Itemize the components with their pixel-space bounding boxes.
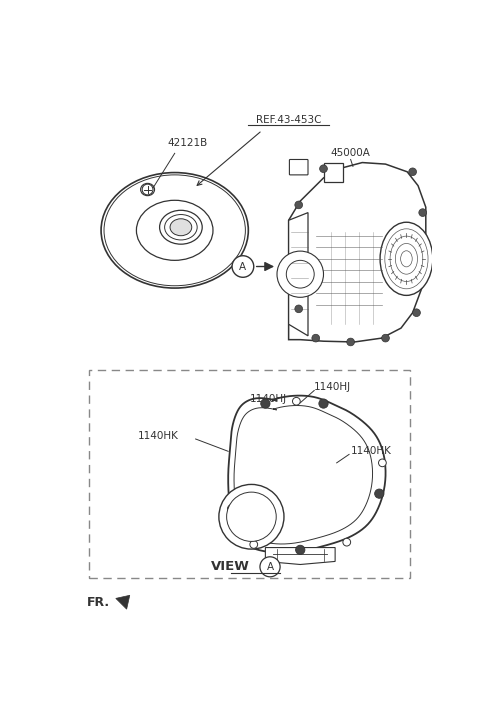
Circle shape <box>295 305 302 313</box>
Circle shape <box>319 399 328 408</box>
Circle shape <box>142 184 153 195</box>
Ellipse shape <box>380 222 433 295</box>
Circle shape <box>260 557 280 577</box>
Circle shape <box>277 251 324 297</box>
FancyBboxPatch shape <box>289 160 308 175</box>
Polygon shape <box>288 212 308 336</box>
Text: 1140HJ: 1140HJ <box>250 394 287 404</box>
Text: REF.43-453C: REF.43-453C <box>256 116 322 125</box>
Ellipse shape <box>159 210 202 244</box>
Circle shape <box>312 334 320 342</box>
Text: A: A <box>266 562 274 572</box>
Ellipse shape <box>165 215 197 240</box>
Circle shape <box>413 309 420 317</box>
Circle shape <box>292 397 300 405</box>
Polygon shape <box>288 163 426 342</box>
Circle shape <box>419 209 427 217</box>
Circle shape <box>219 484 284 549</box>
Polygon shape <box>116 595 130 609</box>
Circle shape <box>409 168 417 175</box>
Text: 45000A: 45000A <box>331 148 371 158</box>
Bar <box>89 371 410 578</box>
Circle shape <box>320 165 327 173</box>
Polygon shape <box>265 548 335 565</box>
Text: 1140HK: 1140HK <box>350 446 392 456</box>
Circle shape <box>232 256 254 277</box>
Circle shape <box>347 338 355 346</box>
Circle shape <box>343 538 350 546</box>
Circle shape <box>250 540 258 548</box>
Circle shape <box>295 201 302 209</box>
Circle shape <box>382 334 389 342</box>
Circle shape <box>379 459 386 467</box>
Circle shape <box>228 504 237 513</box>
Ellipse shape <box>170 219 192 236</box>
Text: 1140HK: 1140HK <box>137 431 179 441</box>
Circle shape <box>286 260 314 288</box>
Text: 1140HJ: 1140HJ <box>314 382 351 392</box>
Text: FR.: FR. <box>87 597 110 610</box>
Circle shape <box>375 489 384 498</box>
Circle shape <box>296 545 305 555</box>
Circle shape <box>261 399 270 408</box>
Polygon shape <box>324 163 343 182</box>
Text: A: A <box>240 262 246 272</box>
Text: VIEW: VIEW <box>211 560 250 573</box>
Circle shape <box>227 492 276 541</box>
Text: 42121B: 42121B <box>168 138 208 148</box>
